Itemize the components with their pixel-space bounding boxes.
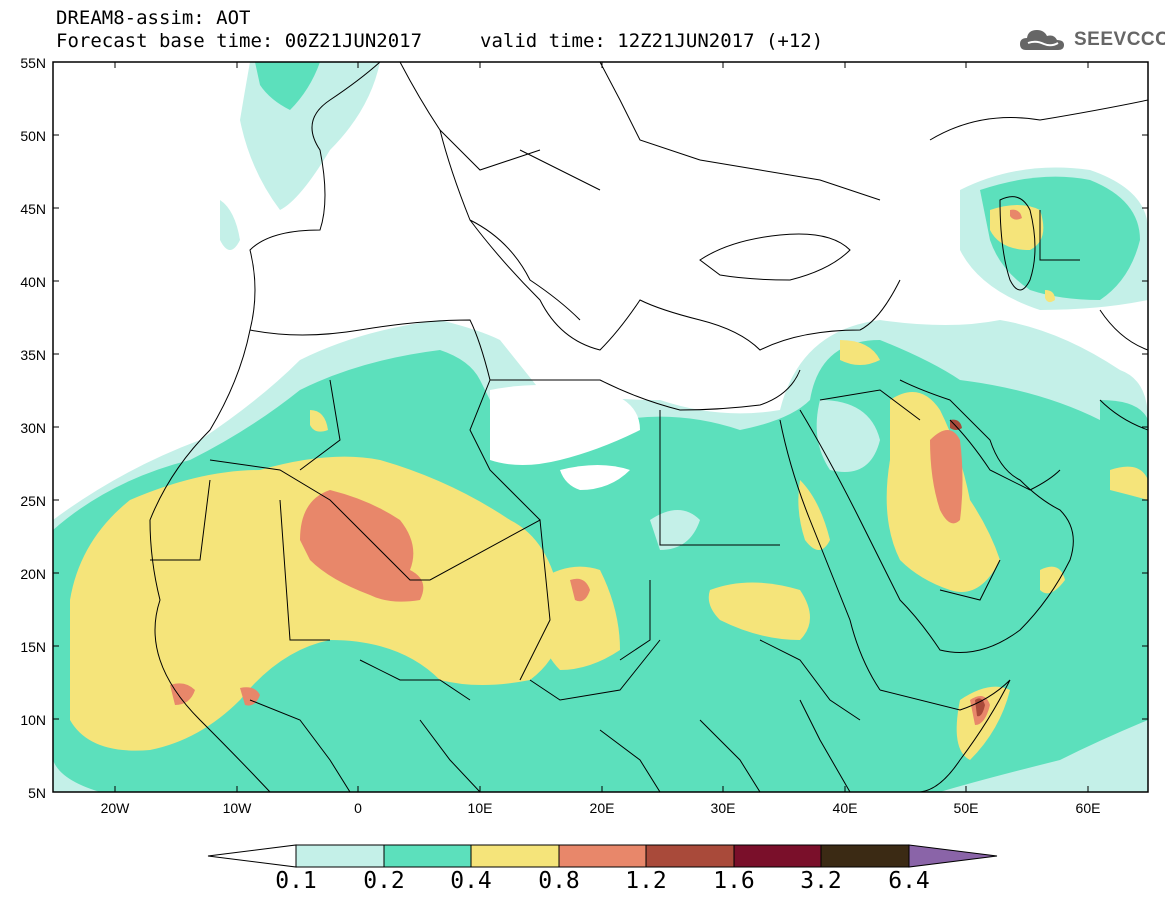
lon-label: 30E — [710, 800, 736, 816]
colorbar-label: 6.4 — [888, 868, 930, 894]
colorbar-label: 3.2 — [800, 868, 842, 894]
colorbar-swatch-3 — [558, 844, 647, 868]
lon-label: 0 — [354, 800, 362, 816]
lon-label: 20E — [589, 800, 615, 816]
colorbar-swatch-1 — [383, 844, 472, 868]
colorbar-label: 1.6 — [713, 868, 755, 894]
lon-label: 60E — [1075, 800, 1101, 816]
lat-label: 5N — [28, 785, 46, 801]
lat-label: 35N — [20, 347, 46, 363]
lat-label: 30N — [20, 420, 46, 436]
coastlines-and-borders — [149, 62, 1148, 792]
colorbar — [207, 844, 998, 868]
aot-0.8-contours — [170, 209, 1022, 725]
axis-ticks — [53, 61, 1148, 792]
lat-label: 25N — [20, 493, 46, 509]
logo-text: SEEVCCC — [1074, 29, 1165, 50]
map-title: DREAM8-assim: AOT — [56, 7, 251, 29]
colorbar-swatch-2 — [470, 844, 560, 868]
colorbar-label: 0.8 — [538, 868, 580, 894]
lat-label: 10N — [20, 712, 46, 728]
lat-label: 50N — [20, 128, 46, 144]
colorbar-swatch-4 — [645, 844, 735, 868]
lon-label: 50E — [953, 800, 979, 816]
colorbar-label: 0.4 — [450, 868, 492, 894]
colorbar-swatch-0 — [295, 844, 385, 868]
lat-label: 40N — [20, 274, 46, 290]
colorbar-swatch-6 — [820, 844, 910, 868]
lon-label: 10W — [222, 800, 252, 816]
colorbar-swatch-5 — [733, 844, 822, 868]
colorbar-high-arrow — [908, 844, 998, 868]
lon-label: 20W — [100, 800, 130, 816]
lon-label: 40E — [832, 800, 858, 816]
valid-time: valid time: 12Z21JUN2017 (+12) — [480, 30, 824, 52]
lat-label: 55N — [20, 55, 46, 71]
colorbar-low-arrow — [207, 844, 297, 868]
lat-label: 20N — [20, 566, 46, 582]
cloud-logo-icon — [1020, 30, 1064, 50]
lon-label: 10E — [467, 800, 493, 816]
colorbar-label: 0.2 — [363, 868, 405, 894]
aot-0.4-contours — [70, 205, 1148, 760]
forecast-base-time: Forecast base time: 00Z21JUN2017 — [56, 30, 423, 52]
colorbar-label: 1.2 — [625, 868, 667, 894]
colorbar-label: 0.1 — [275, 868, 317, 894]
lat-label: 15N — [20, 639, 46, 655]
lat-label: 45N — [20, 201, 46, 217]
